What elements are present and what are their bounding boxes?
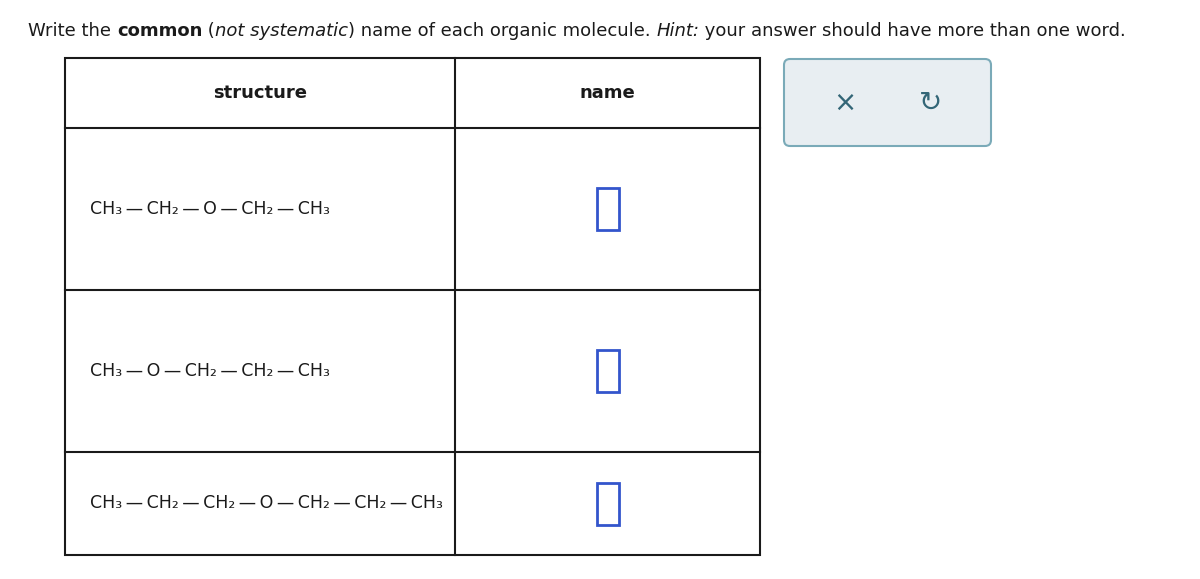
Text: structure: structure xyxy=(214,84,307,102)
Text: ↻: ↻ xyxy=(919,89,942,116)
Text: (: ( xyxy=(202,22,215,40)
Text: ×: × xyxy=(833,89,857,116)
Text: CH₃ — CH₂ — O — CH₂ — CH₃: CH₃ — CH₂ — O — CH₂ — CH₃ xyxy=(90,200,330,218)
Text: Write the: Write the xyxy=(28,22,116,40)
Bar xyxy=(596,350,618,392)
FancyBboxPatch shape xyxy=(784,59,991,146)
Text: name: name xyxy=(580,84,635,102)
Text: ) name of each organic molecule.: ) name of each organic molecule. xyxy=(348,22,656,40)
Bar xyxy=(65,58,760,555)
Text: CH₃ — CH₂ — CH₂ — O — CH₂ — CH₂ — CH₃: CH₃ — CH₂ — CH₂ — O — CH₂ — CH₂ — CH₃ xyxy=(90,494,443,512)
Bar xyxy=(596,188,618,230)
Text: not systematic: not systematic xyxy=(215,22,348,40)
Bar xyxy=(596,482,618,525)
Text: Hint:: Hint: xyxy=(656,22,700,40)
Text: your answer should have more than one word.: your answer should have more than one wo… xyxy=(700,22,1126,40)
Text: common: common xyxy=(116,22,202,40)
Text: CH₃ — O — CH₂ — CH₂ — CH₃: CH₃ — O — CH₂ — CH₂ — CH₃ xyxy=(90,362,330,380)
